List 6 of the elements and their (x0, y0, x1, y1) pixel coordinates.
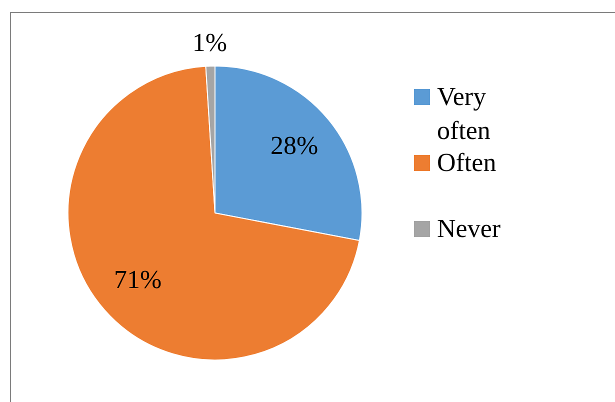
data-label: 1% (192, 28, 228, 57)
data-label: 71% (114, 264, 162, 294)
data-label: 28% (270, 131, 318, 160)
legend-label: Often (437, 147, 498, 179)
legend-label: Very often (437, 81, 492, 147)
legend-label: Never (437, 213, 502, 245)
